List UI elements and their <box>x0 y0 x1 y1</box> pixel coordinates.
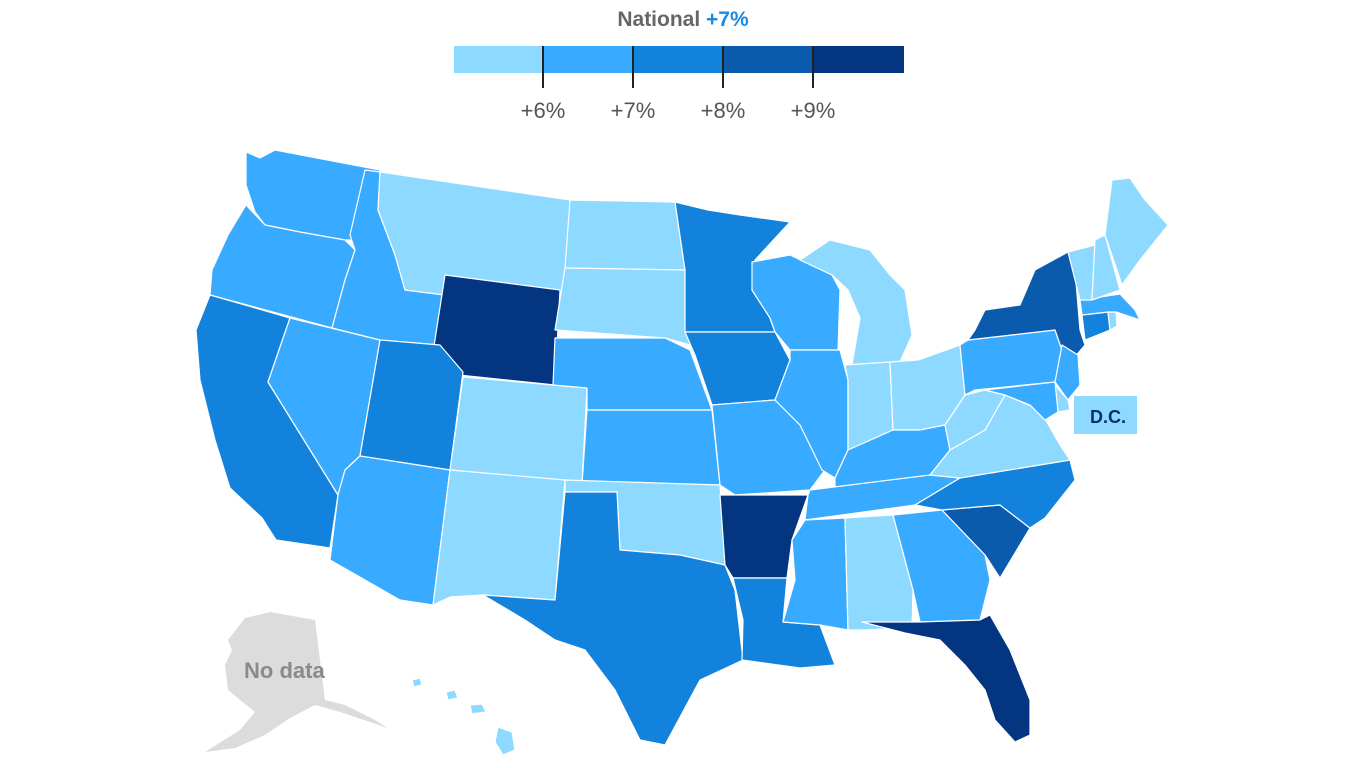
legend-bin-0 <box>454 46 544 73</box>
state-IL[interactable] <box>774 349 849 479</box>
legend-tick <box>542 46 544 88</box>
legend-tick <box>722 46 724 88</box>
state-MA[interactable] <box>1079 293 1141 321</box>
legend-bin-4 <box>814 46 904 73</box>
state-NJ[interactable] <box>1054 344 1081 401</box>
legend-tick <box>812 46 814 88</box>
legend-tick <box>632 46 634 88</box>
state-FL[interactable] <box>861 614 1031 743</box>
state-ME[interactable] <box>1104 177 1169 286</box>
state-NY[interactable] <box>967 251 1086 366</box>
legend-color-scale <box>454 46 904 73</box>
legend-title-label: National <box>617 8 701 31</box>
state-NH[interactable] <box>1091 234 1121 301</box>
legend-title: National +7% <box>0 8 1366 32</box>
state-LA[interactable] <box>732 577 836 669</box>
state-MD[interactable] <box>984 381 1059 421</box>
state-CT[interactable] <box>1081 311 1111 341</box>
state-TX[interactable] <box>482 491 744 746</box>
state-HI[interactable] <box>411 677 516 756</box>
legend-tick-label: +8% <box>700 98 746 123</box>
state-SD[interactable] <box>554 267 691 346</box>
legend-tick-label: +6% <box>520 98 566 123</box>
dc-marker-box[interactable] <box>1074 396 1137 434</box>
state-NM[interactable] <box>432 469 566 606</box>
state-AZ[interactable] <box>329 455 451 606</box>
dc-label: D.C. <box>1090 407 1126 427</box>
legend-tick-label: +9% <box>790 98 836 123</box>
state-AK[interactable] <box>205 612 388 752</box>
national-value: +7% <box>706 8 749 31</box>
legend-tick-label: +7% <box>610 98 656 123</box>
legend-bin-3 <box>724 46 814 73</box>
no-data-label: No data <box>244 658 325 683</box>
state-KS[interactable] <box>581 409 721 486</box>
legend-bin-2 <box>634 46 724 73</box>
state-CO[interactable] <box>449 376 588 484</box>
state-RI[interactable] <box>1107 311 1118 331</box>
legend-bin-1 <box>544 46 634 73</box>
state-MI[interactable] <box>799 239 913 366</box>
state-ND[interactable] <box>564 199 686 271</box>
